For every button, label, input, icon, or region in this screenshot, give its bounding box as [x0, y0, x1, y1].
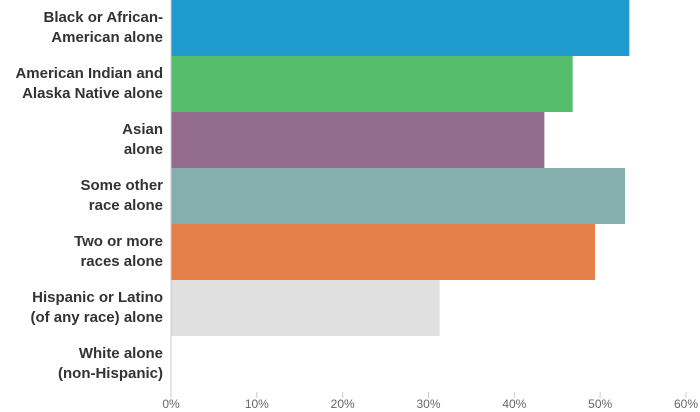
x-tick-label: 30%: [416, 397, 440, 411]
category-label: Hispanic or Latino (of any race) alone: [30, 289, 163, 326]
category-label: Asian alone: [122, 121, 163, 158]
bar: [171, 0, 630, 56]
category-label: American Indian and Alaska Native alone: [15, 65, 163, 102]
category-label: Some other race alone: [80, 177, 163, 214]
bar: [171, 112, 545, 168]
x-tick-label: 20%: [331, 397, 355, 411]
x-tick-label: 0%: [162, 397, 180, 411]
x-tick-label: 10%: [245, 397, 269, 411]
bar: [171, 56, 573, 112]
category-label: Two or more races alone: [74, 233, 163, 270]
x-tick-label: 50%: [588, 397, 612, 411]
x-tick-label: 40%: [502, 397, 526, 411]
x-tick-label: 60%: [674, 397, 698, 411]
bar: [171, 168, 626, 224]
category-label: White alone (non-Hispanic): [58, 345, 163, 382]
bar: [171, 224, 596, 280]
category-label: Black or African- American alone: [43, 9, 163, 46]
bar: [171, 280, 440, 336]
